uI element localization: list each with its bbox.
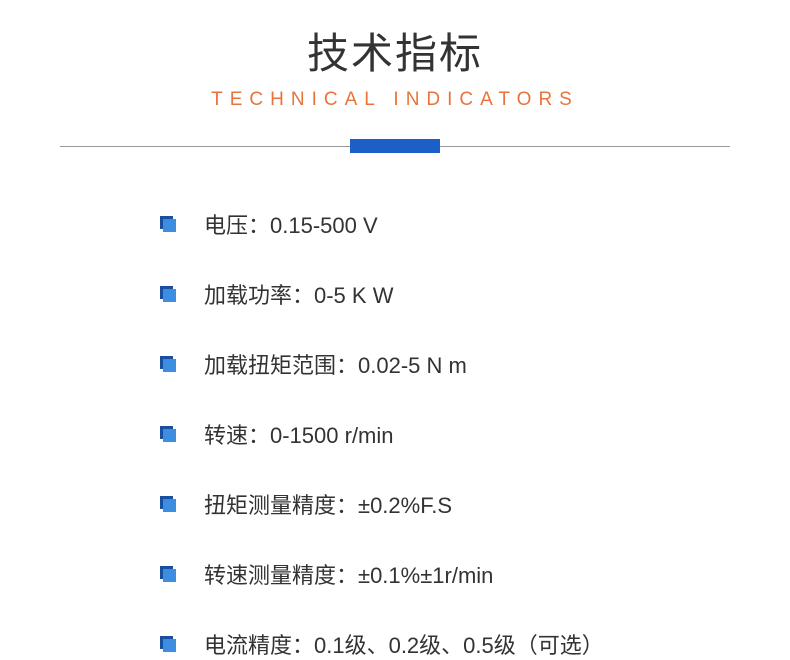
spec-item: 转速：0-1500 r/min (160, 418, 790, 450)
spec-item: 加载功率：0-5 K W (160, 278, 790, 310)
spec-item: 扭矩测量精度：±0.2%F.S (160, 488, 790, 520)
bullet-icon (160, 496, 176, 512)
bullet-icon (160, 286, 176, 302)
header: 技术指标 TECHNICAL INDICATORS (0, 20, 790, 111)
spec-text: 电流精度：0.1级、0.2级、0.5级（可选） (204, 628, 604, 660)
bullet-icon (160, 636, 176, 652)
spec-text: 加载扭矩范围：0.02-5 N m (204, 348, 467, 380)
title-chinese: 技术指标 (0, 20, 790, 81)
spec-text: 转速：0-1500 r/min (204, 418, 394, 450)
spec-list: 电压：0.15-500 V 加载功率：0-5 K W 加载扭矩范围：0.02-5… (160, 208, 790, 660)
title-english: TECHNICAL INDICATORS (0, 89, 790, 111)
spec-item: 加载扭矩范围：0.02-5 N m (160, 348, 790, 380)
bullet-icon (160, 566, 176, 582)
spec-text: 加载功率：0-5 K W (204, 278, 393, 310)
bullet-icon (160, 426, 176, 442)
spec-text: 扭矩测量精度：±0.2%F.S (204, 488, 452, 520)
spec-item: 电压：0.15-500 V (160, 208, 790, 240)
spec-text: 转速测量精度：±0.1%±1r/min (204, 558, 493, 590)
spec-text: 电压：0.15-500 V (204, 208, 378, 240)
spec-item: 电流精度：0.1级、0.2级、0.5级（可选） (160, 628, 790, 660)
spec-item: 转速测量精度：±0.1%±1r/min (160, 558, 790, 590)
divider (60, 139, 730, 153)
divider-bar (350, 139, 440, 153)
bullet-icon (160, 356, 176, 372)
bullet-icon (160, 216, 176, 232)
